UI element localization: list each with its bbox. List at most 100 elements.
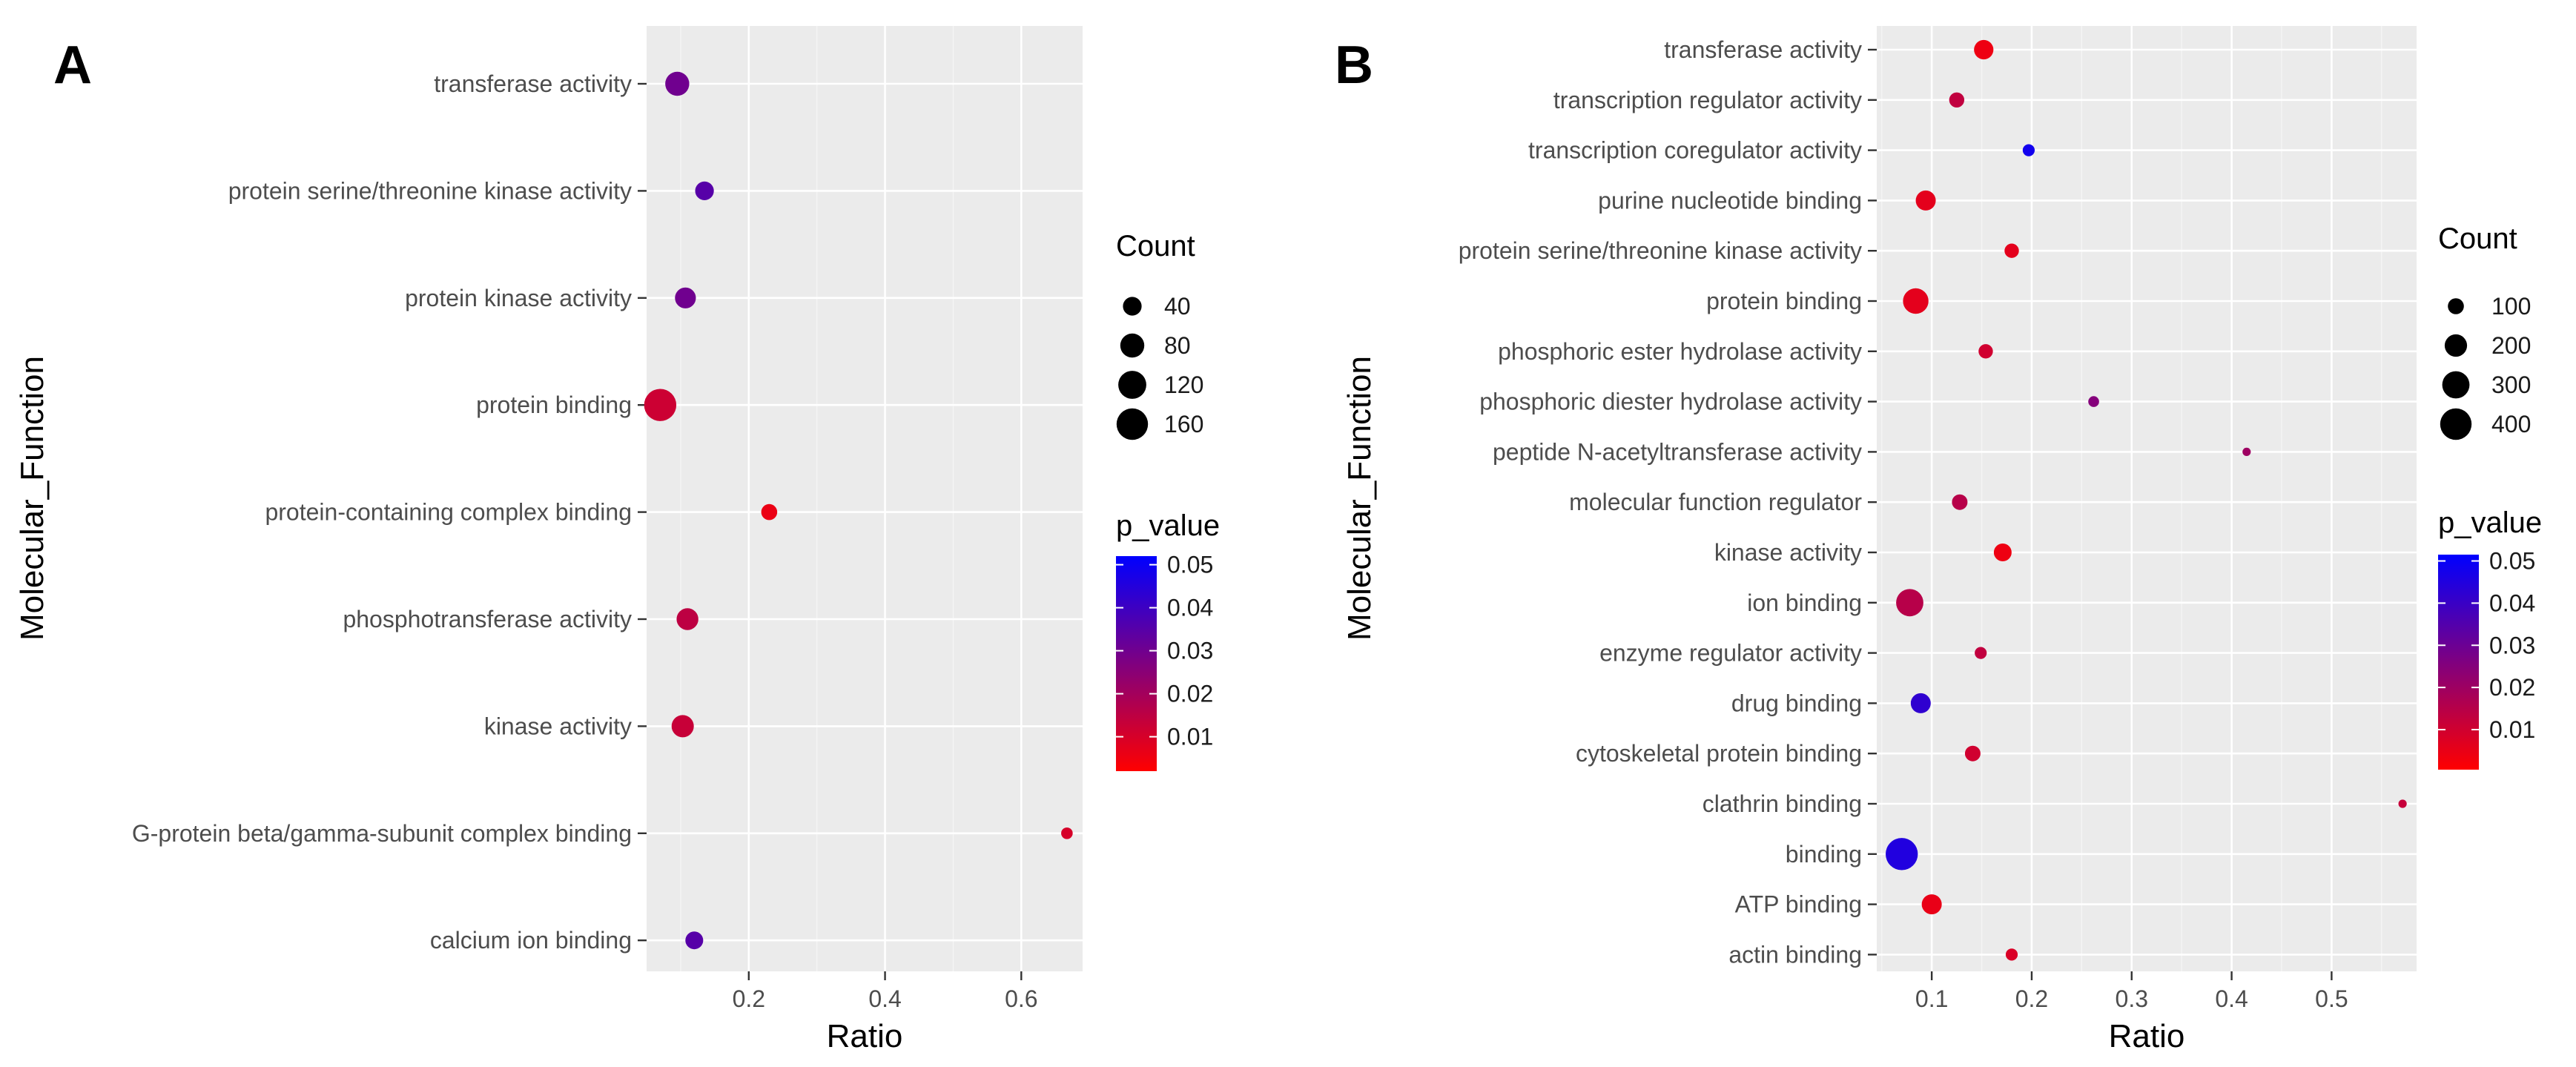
count-legend-label-a: 160 [1164, 411, 1203, 437]
pvalue-legend-label-b: 0.01 [2489, 716, 2535, 743]
y-tick-label-b: peptide N-acetyltransferase activity [1493, 438, 1862, 465]
x-axis-title-a: Ratio [827, 1018, 903, 1054]
pvalue-colorbar-b [2438, 555, 2479, 770]
y-tick-labels-a: transferase activity protein serine/threo… [132, 70, 647, 954]
count-legend-dot-a [1123, 297, 1142, 316]
data-point-b [1974, 39, 1994, 60]
chart-panel-a: A transferase activity protein serine/thr… [14, 26, 1220, 1054]
x-gridlines-b [1881, 26, 2382, 971]
pvalue-colorbar-a [1116, 556, 1157, 771]
data-point-b [1910, 693, 1931, 713]
data-point-b [1949, 92, 1965, 108]
count-legend-dot-b [2444, 334, 2468, 357]
x-tick-label-b: 0.4 [2215, 985, 2248, 1012]
y-tick-label-b: actin binding [1728, 941, 1862, 968]
data-point-a [644, 389, 677, 421]
y-tick-label-a: protein binding [476, 392, 632, 418]
data-point-b [1915, 190, 1936, 211]
x-tick-label-b: 0.5 [2315, 985, 2348, 1012]
y-tick-label-b: phosphoric diester hydrolase activity [1479, 389, 1862, 415]
pvalue-legend-label-b: 0.04 [2489, 589, 2535, 616]
data-point-b [1896, 589, 1923, 617]
y-tick-label-b: phosphoric ester hydrolase activity [1498, 338, 1862, 365]
count-legend-dot-b [2442, 371, 2470, 399]
data-point-b [2004, 243, 2019, 258]
y-tick-label-b: transcription regulator activity [1553, 87, 1862, 113]
count-legend-keys-a: 40 80 120 160 [1116, 293, 1203, 440]
data-point-b [2398, 799, 2407, 808]
data-point-a [675, 287, 696, 308]
y-gridlines-a [647, 82, 1083, 942]
y-tick-label-b: binding [1786, 841, 1862, 868]
y-tick-label-b: cytoskeletal protein binding [1576, 740, 1862, 767]
count-legend-label-a: 120 [1164, 371, 1203, 398]
pvalue-legend-label-a: 0.05 [1167, 552, 1213, 578]
points-b [1886, 39, 2407, 961]
data-point-b [1975, 647, 1987, 659]
data-point-a [665, 71, 690, 96]
count-legend-dot-a [1116, 408, 1149, 440]
count-legend-label-b: 100 [2491, 293, 2531, 320]
x-tick-label-a: 0.6 [1005, 985, 1037, 1012]
count-legend-keys-b: 100 200 300 400 [2440, 293, 2531, 440]
pvalue-legend-label-b: 0.02 [2489, 674, 2535, 701]
data-point-a [1061, 827, 1073, 839]
data-point-b [1964, 745, 1981, 762]
y-gridlines-b [1877, 48, 2417, 956]
pvalue-legend-label-a: 0.03 [1167, 638, 1213, 664]
data-point-a [676, 608, 699, 630]
data-point-a [671, 715, 694, 738]
y-tick-label-b: protein binding [1706, 288, 1862, 314]
count-legend-dot-b [2448, 298, 2464, 314]
plot-area-a [647, 26, 1083, 971]
panel-label-a: A [53, 36, 92, 95]
count-legend-dot-a [1118, 371, 1146, 399]
y-tick-label-b: clathrin binding [1703, 790, 1862, 817]
x-tick-label-a: 0.4 [868, 985, 901, 1012]
data-point-b [1921, 894, 1942, 915]
data-point-a [761, 503, 778, 521]
data-point-b [2242, 447, 2251, 457]
data-point-b [2005, 948, 2018, 961]
pvalue-legend-title-a: p_value [1116, 509, 1220, 542]
data-point-a [695, 181, 714, 200]
count-legend-label-b: 400 [2491, 411, 2531, 437]
pvalue-legend-label-a: 0.04 [1167, 595, 1213, 621]
data-point-b [1903, 288, 1929, 314]
data-point-b [1978, 344, 1993, 359]
points-a [644, 71, 1073, 950]
count-legend-title-b: Count [2438, 222, 2517, 255]
y-tick-label-b: transcription coregulator activity [1528, 137, 1862, 164]
y-tick-label-b: drug binding [1731, 690, 1862, 716]
pvalue-legend-label-a: 0.01 [1167, 724, 1213, 750]
y-tick-label-b: transferase activity [1664, 36, 1862, 63]
x-tick-labels-b: 0.1 0.2 0.3 0.4 0.5 [1915, 971, 2348, 1012]
y-tick-label-a: protein kinase activity [405, 285, 632, 311]
count-legend-label-a: 80 [1164, 332, 1191, 359]
chart-panel-b: B transferase activity transcription regu… [1335, 26, 2542, 1054]
y-tick-label-b: kinase activity [1714, 539, 1862, 566]
count-legend-label-b: 300 [2491, 371, 2531, 398]
data-point-b [1952, 494, 1968, 510]
pvalue-legend-labels-b: 0.05 0.04 0.03 0.02 0.01 [2438, 548, 2535, 743]
y-tick-label-a: transferase activity [434, 70, 632, 97]
y-tick-label-b: protein serine/threonine kinase activity [1459, 237, 1862, 264]
panel-label-b: B [1335, 36, 1373, 95]
data-point-b [1993, 544, 2012, 561]
pvalue-legend-label-b: 0.03 [2489, 632, 2535, 658]
x-tick-label-b: 0.1 [1915, 985, 1948, 1012]
plot-area-b [1877, 26, 2417, 971]
y-tick-label-b: enzyme regulator activity [1599, 640, 1862, 667]
x-tick-label-b: 0.3 [2116, 985, 2148, 1012]
y-tick-label-a: calcium ion binding [430, 927, 632, 954]
y-tick-label-a: kinase activity [484, 713, 632, 739]
x-tick-label-a: 0.2 [733, 985, 765, 1012]
y-axis-title-b: Molecular_Function [1341, 356, 1378, 641]
y-tick-label-a: G-protein beta/gamma-subunit complex bin… [132, 820, 632, 847]
count-legend-title-a: Count [1116, 230, 1195, 262]
x-tick-labels-a: 0.2 0.4 0.6 [733, 971, 1038, 1012]
y-tick-label-a: protein-containing complex binding [265, 499, 632, 526]
